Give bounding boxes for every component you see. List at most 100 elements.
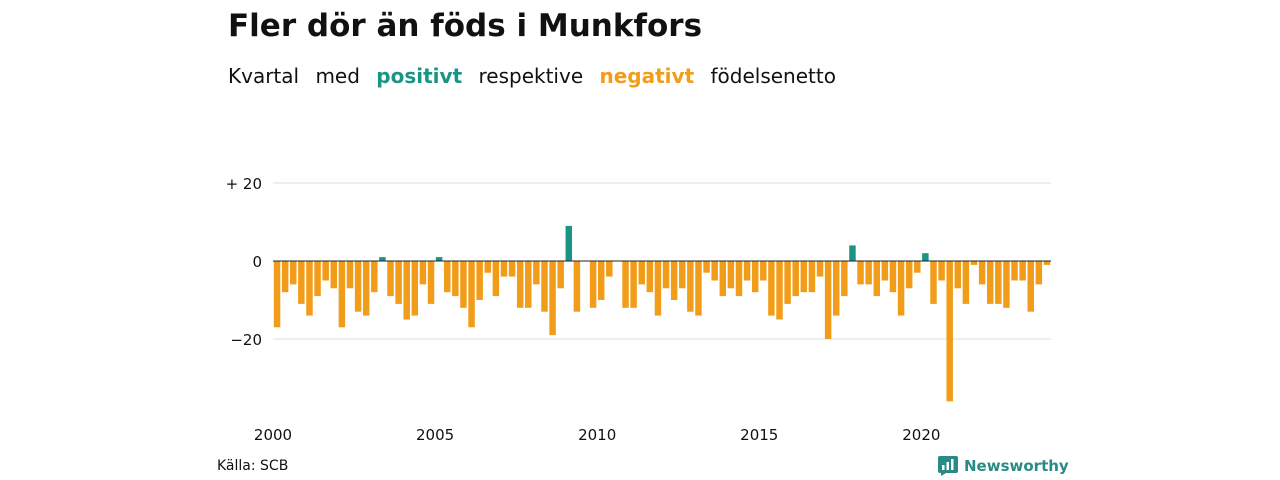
bar	[962, 261, 970, 304]
bar	[597, 261, 605, 300]
bar	[995, 261, 1002, 304]
bar	[824, 261, 832, 339]
bar	[622, 261, 629, 308]
bar	[387, 261, 394, 297]
bar	[452, 261, 459, 297]
bar	[1043, 261, 1051, 265]
bar	[306, 261, 313, 316]
bar	[1035, 261, 1043, 285]
bar	[508, 261, 516, 277]
bar	[905, 261, 913, 289]
y-tick-label: −20	[230, 331, 262, 349]
bar	[1019, 261, 1026, 281]
bar	[500, 261, 508, 277]
x-tick-label: 2015	[740, 426, 778, 444]
x-tick-label: 2020	[902, 426, 940, 444]
newsworthy-icon	[938, 456, 958, 476]
bar	[549, 261, 556, 336]
source-note: Källa: SCB	[217, 458, 289, 474]
subtitle-word-med: med	[315, 64, 360, 88]
bar	[525, 261, 532, 308]
chart-subtitle: Kvartal med positivt respektive negativt…	[228, 64, 846, 88]
bar	[346, 261, 354, 289]
bar	[938, 261, 945, 281]
x-tick-label: 2005	[416, 426, 454, 444]
bar	[897, 261, 905, 316]
bar	[662, 261, 670, 289]
subtitle-word-fodelsenetto: födelsenetto	[710, 64, 836, 88]
bar	[557, 261, 564, 289]
y-tick-label: + 20	[226, 175, 262, 193]
bar	[1003, 261, 1010, 308]
bar	[281, 261, 289, 293]
bar	[371, 261, 378, 293]
bar	[792, 261, 799, 297]
bar	[800, 261, 808, 293]
bar	[751, 261, 759, 293]
bar	[776, 261, 783, 320]
bar	[711, 261, 718, 281]
bar	[954, 261, 962, 289]
bar	[849, 245, 856, 261]
bar	[719, 261, 727, 297]
bar	[816, 261, 824, 277]
bar	[703, 261, 710, 273]
bar	[606, 261, 613, 277]
bar	[476, 261, 483, 300]
bar	[330, 261, 338, 289]
x-tick-label: 2010	[578, 426, 616, 444]
bar	[654, 261, 662, 316]
bar	[492, 261, 500, 297]
bar	[808, 261, 816, 293]
bar	[687, 261, 694, 312]
bar	[444, 261, 451, 293]
bar	[735, 261, 743, 297]
bar	[922, 253, 929, 261]
bar	[630, 261, 637, 308]
subtitle-negative: negativt	[599, 64, 695, 88]
bar	[322, 261, 329, 281]
brand-logo: Newsworthy	[938, 456, 1069, 476]
chart-title: Fler dör än föds i Munkfors	[228, 8, 703, 44]
bar	[484, 261, 491, 273]
bar	[833, 261, 840, 316]
bar	[760, 261, 767, 281]
bar	[768, 261, 775, 316]
bar	[273, 261, 281, 328]
bar	[411, 261, 419, 316]
bar	[290, 261, 297, 285]
bar	[646, 261, 654, 293]
bar	[573, 261, 581, 312]
bar	[338, 261, 346, 328]
subtitle-word-kvartal: Kvartal	[228, 64, 300, 88]
bar	[978, 261, 986, 285]
bar	[638, 261, 645, 285]
bar	[986, 261, 994, 304]
bar	[784, 261, 791, 304]
bar	[403, 261, 410, 320]
bar	[589, 261, 597, 308]
bar	[889, 261, 897, 293]
bar	[1027, 261, 1034, 312]
bar	[565, 225, 573, 261]
bar	[533, 261, 540, 285]
subtitle-positive: positivt	[376, 64, 463, 88]
bar	[362, 261, 370, 316]
bar	[516, 261, 524, 308]
bar	[298, 261, 305, 304]
bar	[970, 261, 978, 265]
bar	[881, 261, 889, 281]
bar	[727, 261, 735, 289]
bar	[679, 261, 686, 289]
bar	[946, 261, 953, 402]
bar	[435, 257, 443, 261]
bar	[873, 261, 880, 297]
bar	[314, 261, 321, 297]
bar	[857, 261, 864, 285]
bar	[914, 261, 921, 273]
x-tick-label: 2000	[254, 426, 292, 444]
bar	[865, 261, 872, 285]
bar	[468, 261, 475, 328]
bar	[379, 257, 386, 261]
